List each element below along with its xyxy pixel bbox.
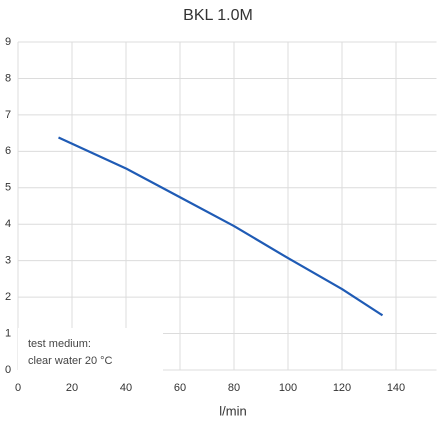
x-tick-label: 40: [120, 382, 132, 394]
y-tick-label: 6: [5, 145, 11, 157]
y-tick-label: 7: [5, 109, 11, 121]
annotation-line: test medium:: [28, 338, 91, 350]
x-tick-label: 140: [387, 382, 405, 394]
annotation-background: [18, 328, 163, 372]
plot: [58, 136, 384, 317]
y-tick-label: 1: [5, 327, 11, 339]
y-tick-label: 4: [5, 218, 11, 230]
x-tick-label: 80: [228, 382, 240, 394]
annotation-line: clear water 20 °C: [28, 355, 113, 367]
x-tick-label: 100: [279, 382, 297, 394]
annotation-box: test medium: clear water 20 °C: [18, 328, 163, 372]
y-tick-label: 3: [5, 255, 11, 267]
grid: [17, 41, 437, 371]
data-line: [58, 136, 384, 317]
x-tick-label: 120: [333, 382, 351, 394]
tick-labels: 0 1 2 3 4 5 6 7 8 9 0 20 40 60 80 100 120 140: [5, 36, 405, 394]
y-tick-label: 0: [5, 364, 11, 376]
y-tick-label: 5: [5, 182, 11, 194]
y-tick-label: 2: [5, 291, 11, 303]
x-tick-label: 0: [15, 382, 21, 394]
x-tick-label: 60: [174, 382, 186, 394]
y-tick-label: 8: [5, 72, 11, 84]
x-axis-label: l/min: [219, 403, 246, 418]
x-tick-label: 20: [66, 382, 78, 394]
chart-title: BKL 1.0M: [183, 7, 253, 24]
y-tick-label: 9: [5, 36, 11, 48]
